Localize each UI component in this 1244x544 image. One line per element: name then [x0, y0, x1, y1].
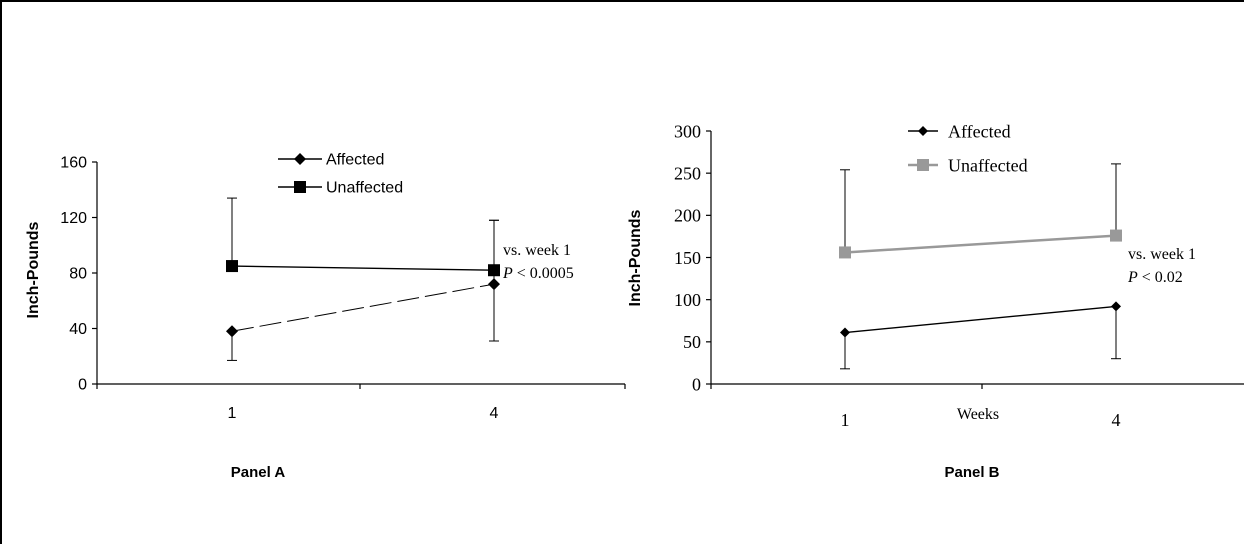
p-threshold: < 0.0005	[513, 265, 574, 282]
chart-panel-a: 0 40 80 120 160 1 4 Inch-Pounds Panel A Affected U…	[25, 152, 626, 481]
panel-label: Panel B	[944, 464, 999, 481]
y-tick-label: 150	[674, 248, 701, 268]
y-tick-label: 300	[674, 121, 701, 141]
y-tick-label: 40	[69, 321, 87, 338]
y-tick-label: 120	[60, 210, 87, 227]
data-point-affected	[1111, 301, 1121, 312]
chart-panel-b: 0 50 100 150 200 250 300 1 4 Inch-Pounds Weeks Pane…	[627, 121, 1244, 481]
annotation-comparison: vs. week 1	[503, 242, 571, 259]
legend-label: Unaffected	[326, 180, 403, 197]
legend-label: Unaffected	[948, 155, 1028, 175]
legend-marker	[918, 126, 928, 136]
p-symbol: P	[1127, 269, 1138, 286]
x-tick-label: 4	[490, 405, 499, 422]
x-tick-label: 1	[841, 410, 850, 430]
p-symbol: P	[502, 265, 513, 282]
p-threshold: < 0.02	[1138, 269, 1183, 286]
legend-marker	[294, 181, 306, 193]
legend-label: Affected	[948, 121, 1011, 141]
legend-label: Affected	[326, 152, 384, 169]
y-tick-label: 0	[78, 377, 87, 394]
x-tick-label: 1	[228, 405, 237, 422]
data-point-affected	[226, 325, 238, 338]
annotation-p-value: P < 0.0005	[502, 265, 574, 282]
y-tick-label: 250	[674, 163, 701, 183]
y-tick-label: 50	[683, 332, 701, 352]
y-tick-label: 100	[674, 290, 701, 310]
legend-marker	[294, 153, 306, 165]
series-line-affected	[844, 305, 1117, 334]
annotation-p-value: P < 0.02	[1127, 269, 1183, 286]
y-axis-label: Inch-Pounds	[25, 221, 42, 318]
series-line-unaffected	[231, 265, 495, 271]
panel-label: Panel A	[231, 464, 286, 481]
y-axis-label: Inch-Pounds	[627, 209, 644, 306]
data-point-unaffected	[1110, 229, 1122, 242]
series-line-unaffected	[844, 234, 1117, 254]
x-tick-label: 4	[1112, 410, 1121, 430]
x-axis-label: Weeks	[957, 406, 999, 423]
y-tick-label: 200	[674, 206, 701, 226]
y-tick-label: 0	[692, 374, 701, 394]
legend-marker	[917, 159, 929, 171]
annotation-comparison: vs. week 1	[1128, 246, 1196, 263]
data-point-unaffected	[226, 260, 238, 273]
data-point-unaffected	[839, 246, 851, 259]
data-point-affected	[840, 327, 850, 338]
data-point-unaffected	[488, 264, 500, 277]
series-line-affected	[231, 283, 495, 332]
y-tick-label: 160	[60, 155, 87, 172]
data-point-affected	[488, 278, 500, 291]
y-tick-label: 80	[69, 266, 87, 283]
